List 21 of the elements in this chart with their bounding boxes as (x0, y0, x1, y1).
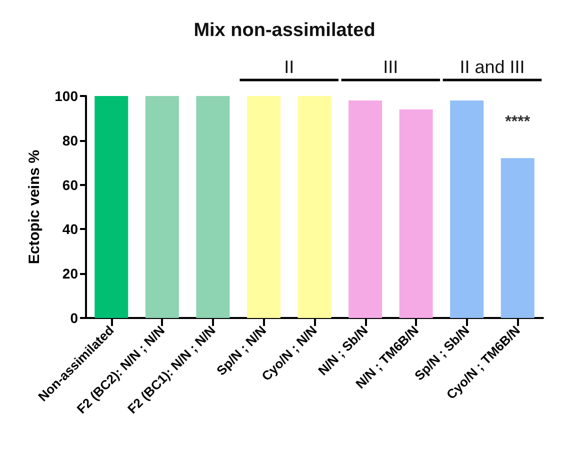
text: II (284, 57, 294, 77)
annotation: **** (505, 114, 531, 131)
chart-title: Mix non-assimilated (194, 20, 376, 41)
text: III (383, 57, 398, 77)
bar (450, 100, 484, 318)
bar (348, 100, 382, 318)
y-tick-label: 100 (54, 88, 78, 104)
text: II and III (460, 57, 525, 77)
y-tick-label: 60 (62, 176, 78, 193)
y-tick-label: 40 (62, 221, 78, 238)
bar (145, 96, 179, 318)
y-tick-label: 20 (62, 266, 78, 282)
y-tick-label: 0 (70, 310, 78, 326)
bar (246, 96, 280, 318)
y-axis-title: Ectopic veins % (26, 150, 43, 264)
bar (298, 96, 332, 318)
y-tick-label: 80 (62, 132, 78, 148)
bar (500, 158, 534, 318)
bar (399, 109, 433, 318)
bar (196, 96, 230, 318)
bar (94, 96, 128, 318)
